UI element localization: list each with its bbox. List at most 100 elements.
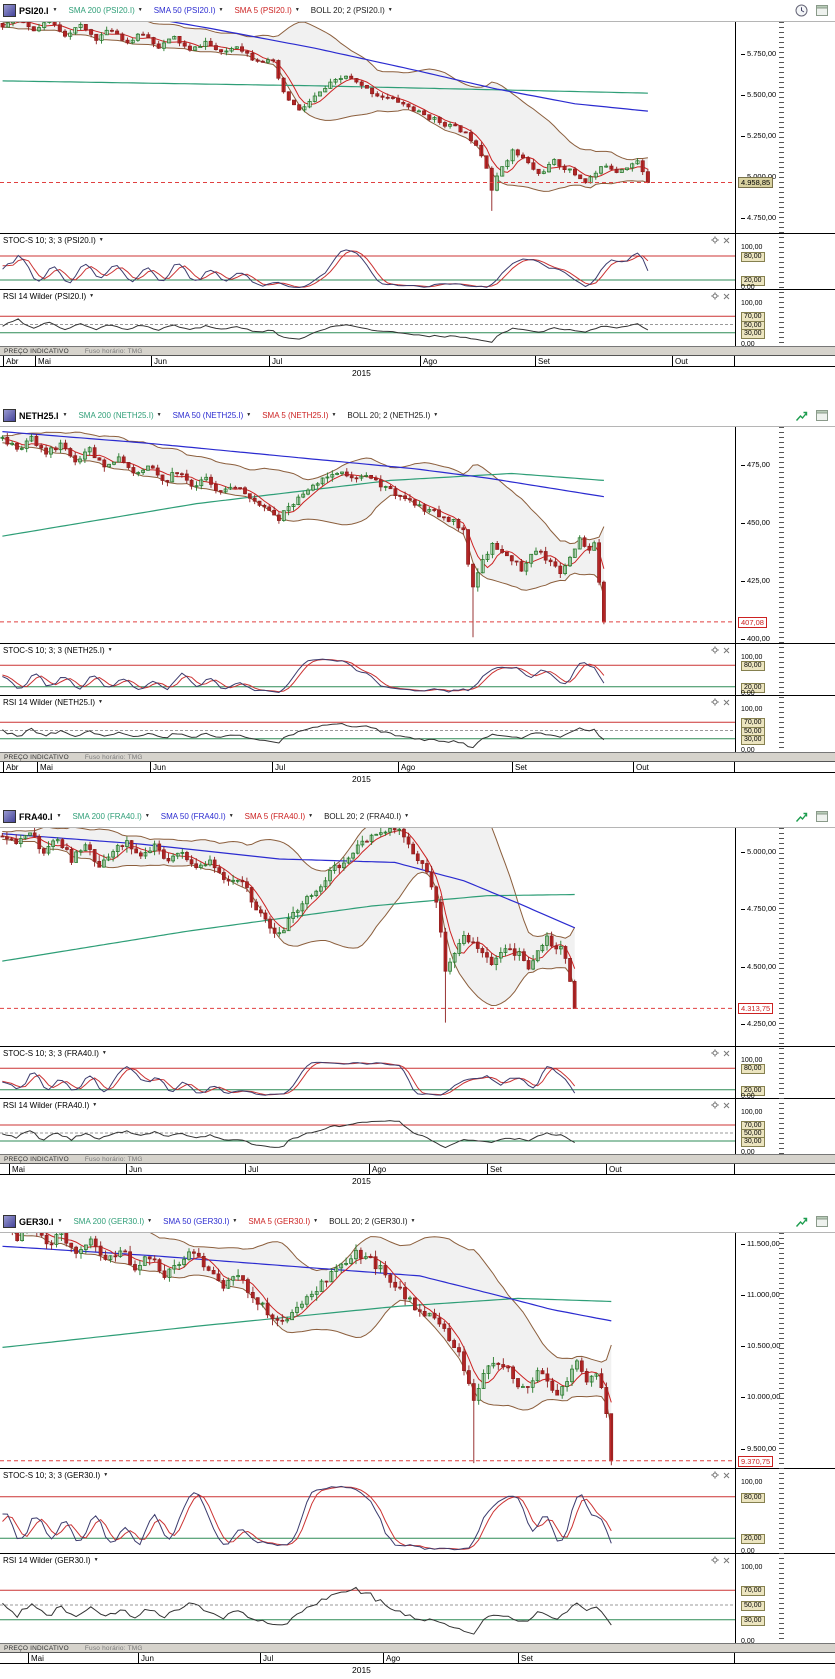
- chevron-down-icon[interactable]: ▼: [62, 412, 68, 418]
- trend-up-icon[interactable]: [795, 409, 808, 422]
- legend-item[interactable]: SMA 200 (GER30.I) ▼: [73, 1217, 153, 1226]
- stochastic-plot-area[interactable]: STOC-S 10; 3; 3 (NETH25.I) ▼: [0, 644, 736, 695]
- settings-icon[interactable]: [711, 1471, 719, 1479]
- close-icon[interactable]: [723, 699, 730, 706]
- rsi-plot[interactable]: [0, 1567, 735, 1643]
- stochastic-label[interactable]: STOC-S 10; 3; 3 (FRA40.I): [3, 1049, 99, 1058]
- stochastic-label[interactable]: STOC-S 10; 3; 3 (GER30.I): [3, 1471, 101, 1480]
- legend-item[interactable]: BOLL 20; 2 (PSI20.I) ▼: [310, 6, 393, 15]
- price-plot[interactable]: [0, 828, 735, 1046]
- rsi-plot[interactable]: [0, 1112, 735, 1154]
- price-axis[interactable]: 11.500,00 11.000,00 10.500,00 10.000,00 9.50…: [736, 1233, 835, 1468]
- stochastic-label[interactable]: STOC-S 10; 3; 3 (PSI20.I): [3, 236, 96, 245]
- time-axis[interactable]: Mai Jun Jul Ago Set: [0, 1653, 835, 1664]
- instrument-name[interactable]: NETH25.I: [19, 410, 59, 421]
- trend-up-icon[interactable]: [795, 810, 808, 823]
- legend-item[interactable]: SMA 5 (FRA40.I) ▼: [244, 812, 314, 821]
- time-axis[interactable]: Abr Mai Jun Jul Ago Set Out: [0, 356, 835, 367]
- chevron-down-icon[interactable]: ▼: [246, 412, 252, 418]
- rsi-label[interactable]: RSI 14 Wilder (PSI20.I): [3, 292, 87, 301]
- legend-item[interactable]: SMA 5 (NETH25.I) ▼: [262, 411, 337, 420]
- rsi-plot-area[interactable]: RSI 14 Wilder (PSI20.I) ▼: [0, 290, 736, 346]
- chevron-down-icon[interactable]: ▼: [156, 412, 162, 418]
- chevron-down-icon[interactable]: ▼: [313, 1218, 319, 1224]
- chevron-down-icon[interactable]: ▼: [147, 1218, 153, 1224]
- price-plot[interactable]: [0, 1233, 735, 1468]
- legend-item[interactable]: SMA 200 (FRA40.I) ▼: [72, 812, 150, 821]
- chevron-down-icon[interactable]: ▼: [57, 1218, 63, 1224]
- chevron-down-icon[interactable]: ▼: [92, 1102, 98, 1108]
- price-plot-area[interactable]: [0, 427, 736, 643]
- chevron-down-icon[interactable]: ▼: [410, 1218, 416, 1224]
- legend-item[interactable]: SMA 5 (GER30.I) ▼: [248, 1217, 319, 1226]
- instrument-name[interactable]: PSI20.I: [19, 5, 49, 16]
- time-axis[interactable]: Abr Mai Jun Jul Ago Set Out: [0, 762, 835, 773]
- stochastic-plot[interactable]: [0, 657, 735, 695]
- settings-icon[interactable]: [711, 698, 719, 706]
- workspace-icon[interactable]: [816, 5, 828, 16]
- chevron-down-icon[interactable]: ▼: [56, 813, 62, 819]
- legend-item[interactable]: SMA 50 (GER30.I) ▼: [163, 1217, 238, 1226]
- stochastic-label[interactable]: STOC-S 10; 3; 3 (NETH25.I): [3, 646, 105, 655]
- chevron-down-icon[interactable]: ▼: [52, 7, 58, 13]
- chevron-down-icon[interactable]: ▼: [404, 813, 410, 819]
- rsi-label[interactable]: RSI 14 Wilder (FRA40.I): [3, 1101, 90, 1110]
- price-axis[interactable]: 5.750,00 5.500,00 5.250,00 5.000,00 4.750,00…: [736, 22, 835, 233]
- rsi-plot[interactable]: [0, 709, 735, 752]
- chevron-down-icon[interactable]: ▼: [98, 237, 104, 243]
- chevron-down-icon[interactable]: ▼: [308, 813, 314, 819]
- rsi-plot-area[interactable]: RSI 14 Wilder (GER30.I) ▼: [0, 1554, 736, 1643]
- rsi-plot-area[interactable]: RSI 14 Wilder (FRA40.I) ▼: [0, 1099, 736, 1154]
- trend-up-icon[interactable]: [795, 1215, 808, 1228]
- settings-icon[interactable]: [711, 1049, 719, 1057]
- price-plot-area[interactable]: [0, 828, 736, 1046]
- chevron-down-icon[interactable]: ▼: [433, 412, 439, 418]
- close-icon[interactable]: [723, 1102, 730, 1109]
- instrument-name[interactable]: FRA40.I: [19, 811, 53, 822]
- instrument-name[interactable]: GER30.I: [19, 1216, 54, 1227]
- settings-icon[interactable]: [711, 646, 719, 654]
- chevron-down-icon[interactable]: ▼: [93, 1557, 99, 1563]
- legend-item[interactable]: SMA 50 (FRA40.I) ▼: [160, 812, 234, 821]
- settings-icon[interactable]: [711, 1556, 719, 1564]
- settings-icon[interactable]: [711, 236, 719, 244]
- rsi-label[interactable]: RSI 14 Wilder (NETH25.I): [3, 698, 96, 707]
- settings-icon[interactable]: [711, 292, 719, 300]
- price-plot[interactable]: [0, 22, 735, 233]
- chevron-down-icon[interactable]: ▼: [107, 647, 113, 653]
- legend-item[interactable]: BOLL 20; 2 (NETH25.I) ▼: [347, 411, 439, 420]
- legend-item[interactable]: SMA 50 (NETH25.I) ▼: [172, 411, 252, 420]
- stochastic-plot[interactable]: [0, 1060, 735, 1098]
- chevron-down-icon[interactable]: ▼: [331, 412, 337, 418]
- legend-item[interactable]: BOLL 20; 2 (FRA40.I) ▼: [324, 812, 410, 821]
- legend-item[interactable]: SMA 50 (PSI20.I) ▼: [153, 6, 224, 15]
- clock-icon[interactable]: [795, 4, 808, 17]
- workspace-icon[interactable]: [816, 1216, 828, 1227]
- price-plot-area[interactable]: [0, 22, 736, 233]
- legend-item[interactable]: BOLL 20; 2 (GER30.I) ▼: [329, 1217, 416, 1226]
- close-icon[interactable]: [723, 293, 730, 300]
- rsi-plot[interactable]: [0, 303, 735, 346]
- chevron-down-icon[interactable]: ▼: [137, 7, 143, 13]
- chevron-down-icon[interactable]: ▼: [98, 699, 103, 705]
- chevron-down-icon[interactable]: ▼: [101, 1050, 107, 1056]
- price-plot[interactable]: [0, 427, 735, 643]
- stochastic-plot[interactable]: [0, 247, 735, 289]
- chevron-down-icon[interactable]: ▼: [89, 293, 95, 299]
- chevron-down-icon[interactable]: ▼: [103, 1472, 109, 1478]
- price-axis[interactable]: 5.000,00 4.750,00 4.500,00 4.250,00 4.313,75: [736, 828, 835, 1046]
- chevron-down-icon[interactable]: ▼: [387, 7, 393, 13]
- settings-icon[interactable]: [711, 1101, 719, 1109]
- close-icon[interactable]: [723, 1472, 730, 1479]
- legend-item[interactable]: SMA 200 (NETH25.I) ▼: [78, 411, 162, 420]
- time-axis[interactable]: Mai Jun Jul Ago Set Out: [0, 1164, 835, 1175]
- close-icon[interactable]: [723, 1050, 730, 1057]
- stochastic-plot-area[interactable]: STOC-S 10; 3; 3 (GER30.I) ▼: [0, 1469, 736, 1553]
- workspace-icon[interactable]: [816, 410, 828, 421]
- close-icon[interactable]: [723, 237, 730, 244]
- rsi-label[interactable]: RSI 14 Wilder (GER30.I): [3, 1556, 91, 1565]
- legend-item[interactable]: SMA 200 (PSI20.I) ▼: [68, 6, 143, 15]
- stochastic-plot-area[interactable]: STOC-S 10; 3; 3 (FRA40.I) ▼: [0, 1047, 736, 1098]
- legend-item[interactable]: SMA 5 (PSI20.I) ▼: [234, 6, 300, 15]
- close-icon[interactable]: [723, 1557, 730, 1564]
